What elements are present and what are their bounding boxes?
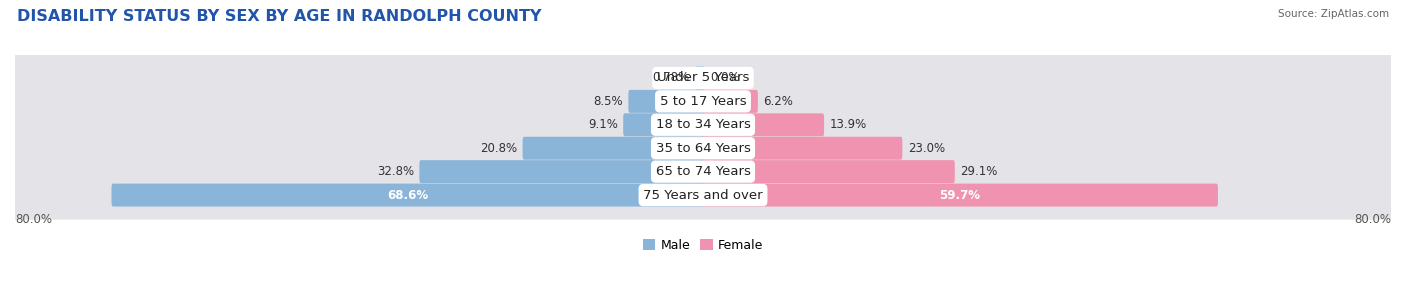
FancyBboxPatch shape [1, 53, 1405, 102]
FancyBboxPatch shape [702, 137, 903, 160]
Text: 35 to 64 Years: 35 to 64 Years [655, 142, 751, 155]
Text: 68.6%: 68.6% [388, 188, 429, 202]
Text: 18 to 34 Years: 18 to 34 Years [655, 118, 751, 131]
Text: 80.0%: 80.0% [1354, 213, 1391, 226]
FancyBboxPatch shape [419, 160, 704, 183]
Text: 6.2%: 6.2% [763, 95, 793, 108]
FancyBboxPatch shape [702, 90, 758, 113]
Text: 32.8%: 32.8% [377, 165, 413, 178]
Text: 5 to 17 Years: 5 to 17 Years [659, 95, 747, 108]
FancyBboxPatch shape [1, 171, 1405, 220]
Text: 9.1%: 9.1% [588, 118, 617, 131]
FancyBboxPatch shape [1, 77, 1405, 126]
Text: 23.0%: 23.0% [908, 142, 945, 155]
FancyBboxPatch shape [628, 90, 704, 113]
FancyBboxPatch shape [111, 184, 704, 206]
Text: Source: ZipAtlas.com: Source: ZipAtlas.com [1278, 9, 1389, 19]
Text: 0.0%: 0.0% [710, 71, 740, 85]
Text: 59.7%: 59.7% [939, 188, 980, 202]
Text: 29.1%: 29.1% [960, 165, 997, 178]
FancyBboxPatch shape [623, 113, 704, 136]
FancyBboxPatch shape [702, 184, 1218, 206]
Text: 8.5%: 8.5% [593, 95, 623, 108]
Text: Under 5 Years: Under 5 Years [657, 71, 749, 85]
Text: 20.8%: 20.8% [479, 142, 517, 155]
Text: 75 Years and over: 75 Years and over [643, 188, 763, 202]
FancyBboxPatch shape [1, 100, 1405, 149]
FancyBboxPatch shape [695, 67, 704, 89]
Text: 0.78%: 0.78% [652, 71, 689, 85]
FancyBboxPatch shape [702, 113, 824, 136]
FancyBboxPatch shape [702, 160, 955, 183]
Text: 13.9%: 13.9% [830, 118, 866, 131]
Text: 65 to 74 Years: 65 to 74 Years [655, 165, 751, 178]
FancyBboxPatch shape [523, 137, 704, 160]
Text: DISABILITY STATUS BY SEX BY AGE IN RANDOLPH COUNTY: DISABILITY STATUS BY SEX BY AGE IN RANDO… [17, 9, 541, 24]
Legend: Male, Female: Male, Female [638, 234, 768, 257]
FancyBboxPatch shape [1, 147, 1405, 196]
FancyBboxPatch shape [1, 124, 1405, 173]
Text: 80.0%: 80.0% [15, 213, 52, 226]
